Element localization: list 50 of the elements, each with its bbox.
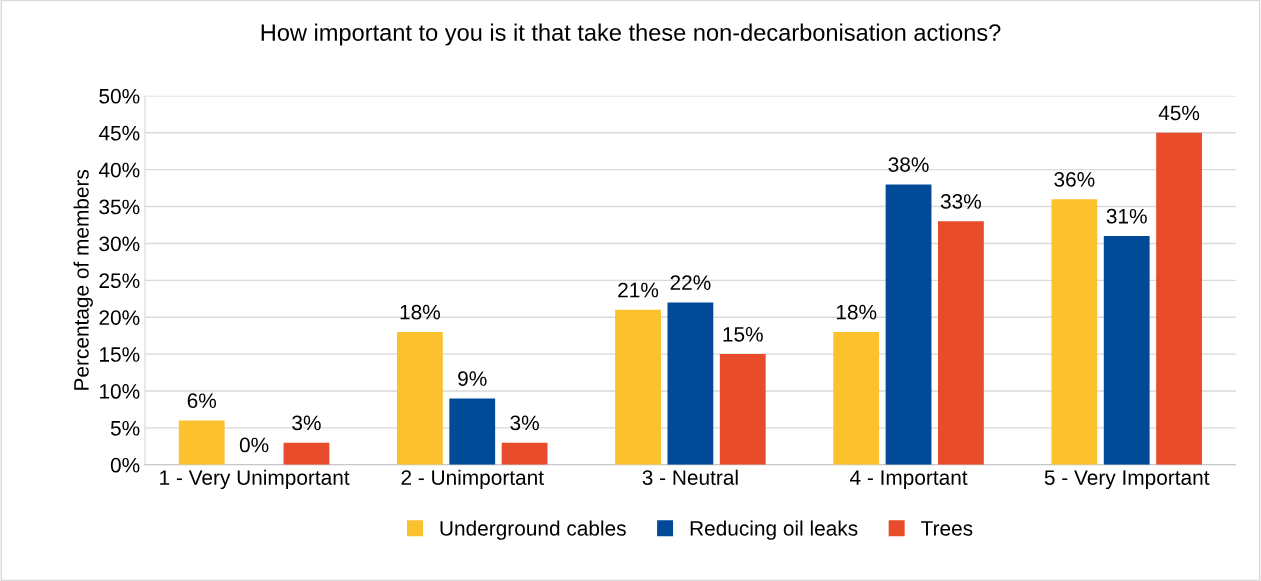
bar — [667, 302, 714, 465]
bar — [283, 442, 330, 465]
y-tick-label: 5% — [110, 421, 140, 436]
y-axis-title: Percentage of members — [73, 169, 93, 390]
y-tick-label: 20% — [99, 310, 140, 325]
data-label: 22% — [670, 275, 711, 290]
y-tick-label: 10% — [100, 384, 140, 399]
bar — [833, 331, 880, 465]
data-label: 18% — [400, 304, 440, 320]
x-tick-label: 1 - Very Unimportant — [160, 469, 350, 490]
y-tick-label: 40% — [98, 162, 140, 178]
bar — [178, 420, 225, 465]
data-label: 3% — [292, 415, 321, 431]
y-tick-label: 25% — [99, 273, 140, 289]
bar — [885, 184, 932, 465]
bar — [1051, 199, 1098, 465]
bar — [396, 331, 443, 465]
data-label: 36% — [1054, 171, 1095, 187]
data-label: 15% — [723, 327, 763, 342]
x-tick-label: 5 - Very Important — [1044, 470, 1210, 490]
data-label: 31% — [1106, 208, 1147, 224]
bar — [1156, 132, 1202, 465]
bar — [501, 442, 548, 465]
y-tick-label: 45% — [98, 125, 140, 141]
data-label: 3% — [510, 415, 539, 431]
legend-label: Reducing oil leaks — [690, 520, 858, 540]
data-label: 0% — [239, 437, 269, 453]
bar — [615, 309, 661, 465]
bar — [938, 221, 984, 465]
data-label: 45% — [1158, 105, 1200, 121]
data-label: 21% — [618, 282, 659, 298]
y-tick-label: 50% — [99, 88, 140, 104]
y-tick-label: 30% — [99, 236, 140, 252]
legend-label: Trees — [921, 521, 973, 536]
y-tick-label: 15% — [100, 347, 140, 362]
bar — [1103, 236, 1150, 465]
x-tick-label: 3 - Neutral — [642, 469, 738, 485]
y-tick-label: 0% — [110, 457, 140, 473]
x-tick-label: 2 - Unimportant — [401, 469, 544, 490]
legend-label: Underground cables — [440, 520, 626, 540]
data-label: 9% — [458, 371, 487, 386]
data-label: 18% — [836, 304, 877, 320]
bar — [719, 354, 766, 465]
chart-title: How important to you is it that take these non-decarbonisation actions? — [261, 23, 1001, 46]
data-label: 33% — [940, 194, 982, 209]
data-label: 6% — [187, 393, 217, 409]
x-tick-label: 4 - Important — [849, 470, 968, 490]
data-label: 38% — [888, 157, 929, 172]
y-tick-label: 35% — [99, 199, 140, 215]
bar — [449, 398, 496, 465]
